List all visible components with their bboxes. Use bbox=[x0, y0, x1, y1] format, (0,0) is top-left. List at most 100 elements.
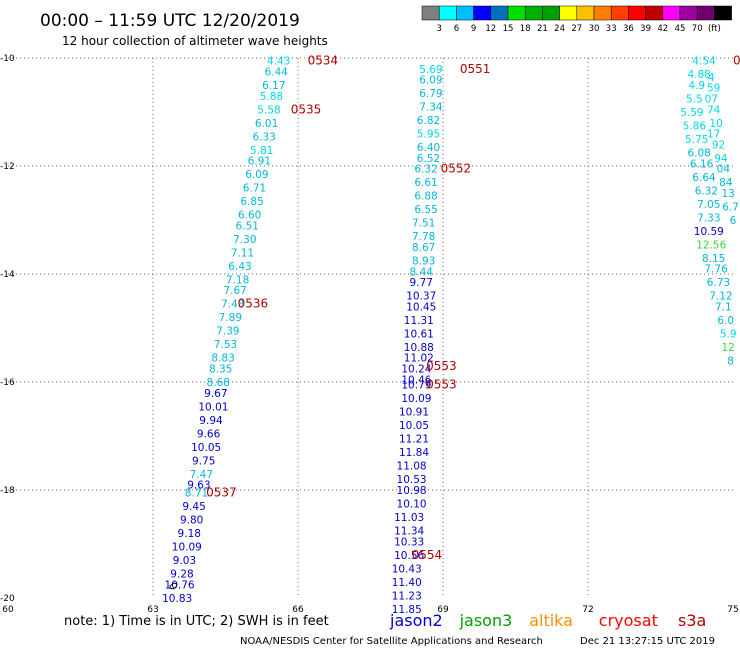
wave-height-value: 8.15 bbox=[702, 253, 725, 265]
latitude-label: -16 bbox=[0, 378, 15, 388]
color-swatch bbox=[421, 5, 440, 21]
wave-height-value: 6.40 bbox=[417, 142, 440, 154]
wave-height-value: 6.82 bbox=[417, 115, 440, 127]
wave-height-value: 6.33 bbox=[252, 131, 275, 143]
color-scale-label: 12 bbox=[485, 24, 496, 34]
wave-height-value: 10.88 bbox=[404, 342, 434, 354]
wave-height-value: 5.86 bbox=[683, 121, 707, 133]
wave-height-value: 7.47 bbox=[190, 469, 213, 481]
wave-height-value: 6.32 bbox=[695, 185, 718, 197]
wave-height-value: 10.98 bbox=[397, 485, 427, 497]
wave-height-value: 74 bbox=[707, 104, 721, 116]
latitude-label: -18 bbox=[0, 486, 15, 496]
color-scale-label: 45 bbox=[675, 24, 686, 34]
pass-time-label: 024 bbox=[733, 54, 740, 68]
wave-height-value: 6.88 bbox=[414, 191, 437, 203]
wave-height-value: 7.30 bbox=[233, 234, 256, 246]
color-scale-label: 70 bbox=[692, 24, 703, 34]
satellite-tracks: 4.436.446.175.885.586.016.335.816.916.09… bbox=[162, 54, 740, 616]
wave-height-value: 10.33 bbox=[394, 536, 424, 548]
wave-height-value: 8.93 bbox=[412, 256, 435, 268]
wave-height-value: 4.9 bbox=[688, 80, 705, 92]
satellite-legend-entry: jason2 bbox=[389, 611, 443, 630]
wave-height-value: 6.01 bbox=[255, 118, 278, 130]
satellite-track: 4.544.884.95.55.595.865.756.086.166.646.… bbox=[680, 54, 740, 368]
wave-height-value: 7.51 bbox=[412, 218, 435, 230]
wave-height-value: 12 bbox=[721, 342, 734, 354]
wave-height-value: 8.83 bbox=[211, 353, 234, 365]
wave-height-value: 6.64 bbox=[692, 172, 716, 184]
wave-height-value: 7.1 bbox=[715, 301, 732, 313]
wave-height-value: 6.52 bbox=[417, 153, 440, 165]
wave-height-value: 6.7 bbox=[722, 202, 739, 214]
pass-time-label: 0536 bbox=[238, 297, 269, 311]
wave-height-value: 7.53 bbox=[214, 339, 237, 351]
satellite-legend-entry: cryosat bbox=[599, 611, 658, 630]
color-scale-label: 30 bbox=[589, 24, 600, 34]
wave-height-value: 4 bbox=[708, 72, 715, 84]
wave-height-value: 6.71 bbox=[243, 183, 266, 195]
latitude-labels: -10 -12 -14 -16 -18 -20 bbox=[0, 54, 15, 604]
wave-height-value: 9.75 bbox=[192, 455, 215, 467]
color-scale-label: 42 bbox=[657, 24, 668, 34]
latitude-label: -10 bbox=[0, 54, 15, 64]
wave-height-value: 6.51 bbox=[236, 220, 259, 232]
color-scale-label: 6 bbox=[454, 24, 459, 34]
wave-height-value: 10.43 bbox=[392, 563, 422, 575]
wave-height-value: 8.35 bbox=[209, 364, 232, 376]
wave-height-value: 94 bbox=[714, 153, 728, 165]
wave-height-value: 7.76 bbox=[704, 264, 728, 276]
color-swatch bbox=[438, 5, 457, 21]
wave-height-value: 10.09 bbox=[401, 393, 431, 405]
satellite-track: 5.696.096.79 7.346.82 5.956.406.526.326.61… bbox=[392, 62, 491, 616]
wave-height-value: 9.77 bbox=[410, 277, 433, 289]
wave-height-value: 6.0 bbox=[717, 315, 734, 327]
pass-time-label: 0554 bbox=[412, 548, 443, 562]
wave-height-value: 4.88 bbox=[687, 69, 710, 81]
wave-height-value: 8 bbox=[727, 355, 734, 367]
wave-height-value: 92 bbox=[712, 139, 725, 151]
footer-note: note: 1) Time is in UTC; 2) SWH is in fe… bbox=[64, 614, 329, 629]
wave-height-value: 8.67 bbox=[412, 242, 435, 254]
color-swatch bbox=[714, 5, 732, 21]
pass-time-label: 0535 bbox=[291, 102, 322, 116]
wave-height-value: 9.45 bbox=[182, 501, 205, 513]
pass-time-label: 0552 bbox=[441, 162, 472, 176]
wave-height-value: 5.81 bbox=[250, 145, 273, 157]
wave-height-value: 6.16 bbox=[690, 158, 714, 170]
color-swatch bbox=[473, 5, 492, 21]
wave-height-value: 10.76 bbox=[165, 580, 195, 592]
color-swatch bbox=[456, 5, 474, 21]
color-swatch bbox=[490, 5, 509, 21]
wave-height-value: 84 bbox=[719, 177, 733, 189]
wave-height-value: 11.31 bbox=[404, 315, 434, 327]
pass-time-label: 0537 bbox=[206, 486, 237, 500]
map-title: 00:00 – 11:59 UTC 12/20/2019 bbox=[40, 11, 300, 31]
wave-height-value: 5.58 bbox=[257, 104, 280, 116]
wave-height-value: 10.83 bbox=[162, 593, 192, 605]
wave-height-value: 6.09 bbox=[245, 169, 268, 181]
wave-height-value: 9.66 bbox=[197, 428, 221, 440]
wave-height-value: 5.59 bbox=[680, 107, 703, 119]
wave-height-value: 9.80 bbox=[180, 515, 203, 527]
wave-height-value: 5.88 bbox=[260, 91, 283, 103]
wave-height-value: 8.71 bbox=[185, 488, 208, 500]
color-swatch bbox=[593, 5, 612, 21]
longitude-label: 69 bbox=[437, 605, 449, 615]
wave-height-value: 5.5 bbox=[686, 94, 703, 106]
pass-time-label: 0534 bbox=[308, 54, 339, 68]
wave-height-value: 9.18 bbox=[178, 528, 201, 540]
wave-height-value: 10.59 bbox=[694, 226, 724, 238]
wave-height-value: 7.43 bbox=[221, 299, 244, 311]
wave-height-value: 7.34 bbox=[419, 102, 443, 114]
coastline-island bbox=[169, 582, 178, 590]
wave-height-value: 10.45 bbox=[406, 301, 436, 313]
wave-height-value: 5.69 bbox=[419, 64, 442, 76]
color-swatch bbox=[679, 5, 698, 21]
pass-time-label: 0551 bbox=[460, 62, 491, 76]
wave-height-value: 6.17 bbox=[262, 80, 285, 92]
wave-height-value: 11.03 bbox=[394, 512, 424, 524]
satellite-track: 4.436.446.175.885.58 6.016.33 5.816.916.09… bbox=[162, 54, 338, 605]
color-scale-label: 3 bbox=[436, 24, 441, 34]
wave-height-value: 10.37 bbox=[406, 291, 436, 303]
